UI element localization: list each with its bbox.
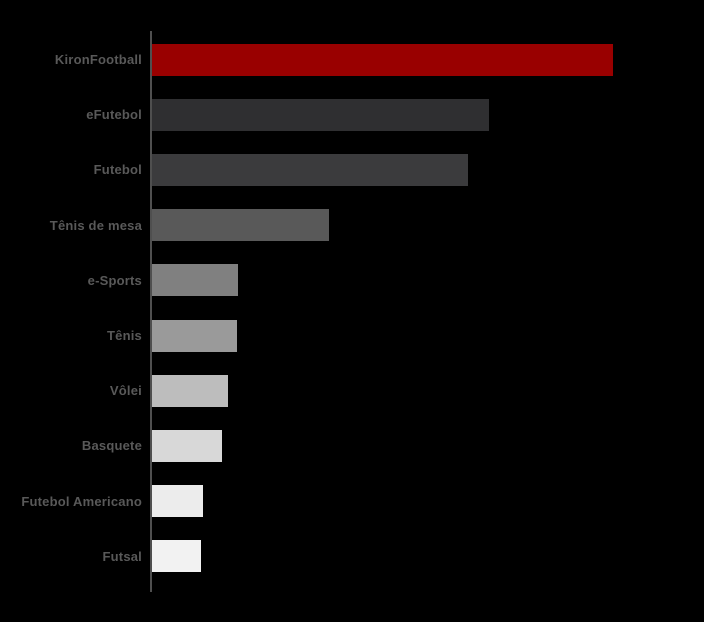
bar [152,485,204,518]
bar [152,319,237,352]
bar [152,374,229,407]
bar-rows: KironFootball eFutebol Futebol Tênis de mes… [0,32,704,584]
category-label: Futebol Americano [21,493,142,509]
bar-row: KironFootball [0,32,704,87]
bar [152,429,223,462]
category-label: Futebol [93,162,142,178]
bar-track [152,540,704,573]
bar-row: Basquete [0,418,704,473]
category-label: Tênis [107,328,142,344]
bar [152,153,468,186]
bar [152,264,239,297]
category-label: Futsal [102,548,142,564]
bar-row: Futsal [0,529,704,584]
bar-track [152,429,704,462]
bar [152,209,330,242]
bar-track [152,43,704,76]
category-label: Basquete [81,438,142,454]
bar-row: eFutebol [0,87,704,142]
bar [152,43,613,76]
bar-track [152,153,704,186]
bar-row: Tênis [0,308,704,363]
bar-row: Vôlei [0,363,704,418]
bar-track [152,264,704,297]
bar-track [152,485,704,518]
bar-row: Tênis de mesa [0,198,704,253]
bar-row: e-Sports [0,253,704,308]
category-label: eFutebol [86,107,142,123]
category-label: KironFootball [54,52,142,68]
bar-track [152,98,704,131]
bar-track [152,209,704,242]
bar [152,98,489,131]
bar-row: Futebol Americano [0,474,704,529]
bar [152,540,201,573]
bar-row: Futebol [0,142,704,197]
category-label: e-Sports [87,272,142,288]
category-label: Tênis de mesa [49,217,142,233]
category-label: Vôlei [109,383,142,399]
bar-track [152,374,704,407]
category-axis-line [150,31,152,592]
bar-track [152,319,704,352]
